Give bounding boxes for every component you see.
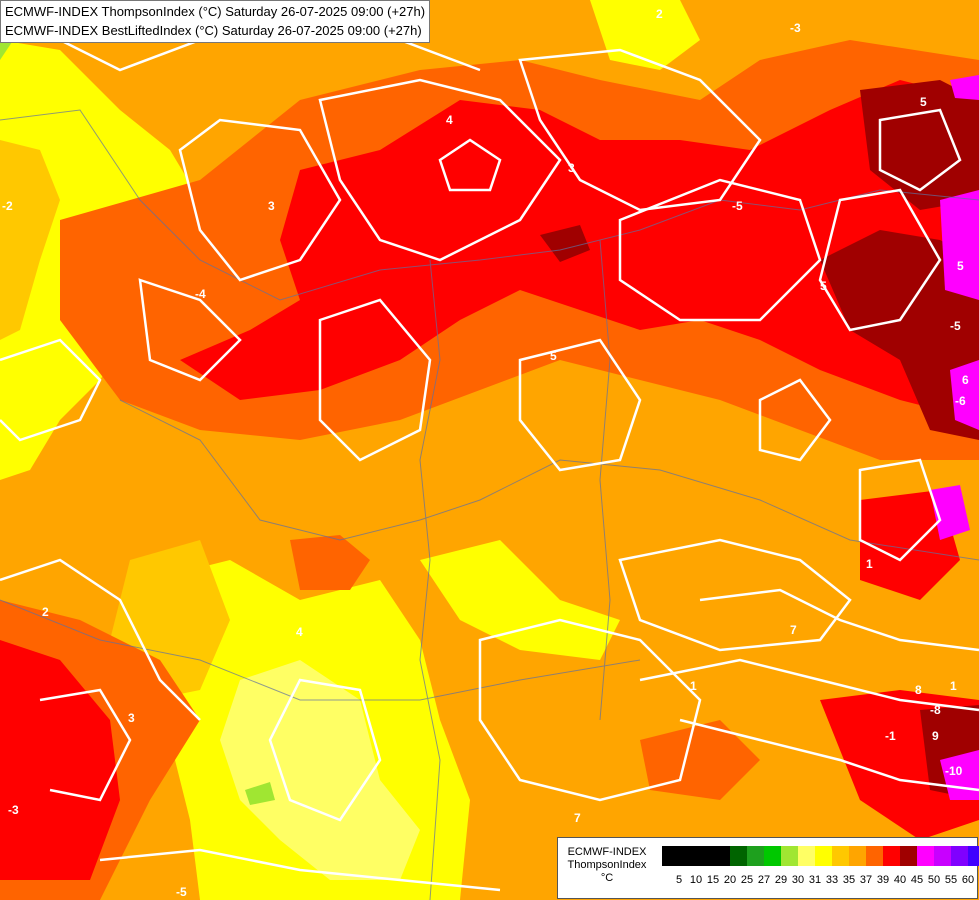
legend-swatch — [815, 846, 832, 866]
contour-label: -10 — [945, 764, 963, 778]
dark-orange-southeast — [640, 720, 760, 800]
contour-label: 3 — [128, 711, 135, 725]
legend-tick-label: 30 — [791, 874, 805, 886]
legend-tick-label: 25 — [740, 874, 754, 886]
contour-label: -4 — [195, 287, 206, 301]
legend-swatch — [696, 846, 713, 866]
legend-swatch — [764, 846, 781, 866]
legend-swatches — [662, 846, 979, 866]
contour-label: -6 — [955, 394, 966, 408]
legend-model: ECMWF-INDEX — [567, 846, 647, 858]
legend-tick-label: 10 — [689, 874, 703, 886]
map-header: ECMWF-INDEX ThompsonIndex (°C) Saturday … — [0, 0, 431, 43]
light-yellow-area — [220, 660, 420, 880]
dark-red-east — [820, 230, 979, 440]
contour-label: 9 — [932, 729, 939, 743]
legend-tick-label: 45 — [910, 874, 924, 886]
legend-tick-label: 60 — [961, 874, 975, 886]
legend-variable: ThompsonIndex — [567, 859, 647, 871]
contour-label: 3 — [568, 161, 575, 175]
contour-label: 1 — [690, 679, 697, 693]
green-south-spot — [245, 782, 275, 805]
contour-label: 5 — [957, 259, 964, 273]
contour-label: 1 — [866, 557, 873, 571]
contour-label: -3 — [8, 803, 19, 817]
contour-label: 4 — [296, 625, 303, 639]
color-legend: ECMWF-INDEX ThompsonIndex °C 5 10 15 20 25 27… — [557, 837, 979, 899]
legend-swatch — [900, 846, 917, 866]
contour-label: 2 — [42, 605, 49, 619]
contour-labels: 2 3 -3 3 4 5 -5 5 -5 5 6 -6 7 8 -8 9 -10… — [2, 7, 969, 899]
magenta-east-3 — [930, 485, 970, 540]
red-east-mid — [860, 490, 960, 600]
legend-swatch — [951, 846, 968, 866]
contour-label: 7 — [574, 811, 581, 825]
contour-label: -3 — [790, 21, 801, 35]
legend-swatch — [713, 846, 730, 866]
contour-label: 3 — [268, 199, 275, 213]
legend-tick-label: 5 — [675, 874, 683, 886]
contour-label: 7 — [790, 623, 797, 637]
legend-swatch — [934, 846, 951, 866]
legend-swatch — [747, 846, 764, 866]
legend-tick-label: 15 — [706, 874, 720, 886]
header-line-thompson: ECMWF-INDEX ThompsonIndex (°C) Saturday … — [5, 4, 426, 19]
legend-swatch — [883, 846, 900, 866]
yellow-center-area — [420, 540, 620, 660]
dark-orange-center — [290, 535, 370, 590]
dark-red-center-spot — [540, 225, 590, 262]
legend-tick-label: 20 — [723, 874, 737, 886]
legend-tick-label: 55 — [944, 874, 958, 886]
legend-swatch — [662, 846, 679, 866]
legend-swatch — [679, 846, 696, 866]
legend-swatch — [849, 846, 866, 866]
contour-label: 1 — [950, 679, 957, 693]
yellow-north-area — [590, 0, 700, 70]
legend-tick-label: 39 — [876, 874, 890, 886]
magenta-east-2 — [950, 360, 979, 430]
legend-swatch — [798, 846, 815, 866]
contour-label: -2 — [2, 199, 13, 213]
magenta-east — [940, 190, 979, 300]
contour-label: 8 — [915, 683, 922, 697]
header-line-bestlifted: ECMWF-INDEX BestLiftedIndex (°C) Saturda… — [5, 23, 422, 38]
contour-label: 4 — [446, 113, 453, 127]
legend-unit: °C — [600, 872, 614, 884]
legend-swatch — [832, 846, 849, 866]
legend-swatch — [730, 846, 747, 866]
contour-label: -5 — [950, 319, 961, 333]
legend-tick-label: 37 — [859, 874, 873, 886]
country-borders — [0, 109, 979, 900]
legend-tick-label: 27 — [757, 874, 771, 886]
contour-label: 5 — [920, 95, 927, 109]
legend-tick-label: 40 — [893, 874, 907, 886]
legend-swatch — [866, 846, 883, 866]
legend-swatch — [917, 846, 934, 866]
contour-label: 5 — [550, 349, 557, 363]
legend-tick-label: 35 — [842, 874, 856, 886]
red-southwest — [0, 640, 120, 880]
legend-tick-label: 33 — [825, 874, 839, 886]
gold-west-area — [0, 140, 60, 340]
contour-label: 2 — [656, 7, 663, 21]
contour-label: -1 — [885, 729, 896, 743]
legend-title: ECMWF-INDEX ThompsonIndex °C — [558, 846, 656, 885]
legend-tick-label: 50 — [927, 874, 941, 886]
legend-swatch — [968, 846, 979, 866]
contour-label: 5 — [820, 279, 827, 293]
contour-label: -5 — [176, 885, 187, 899]
contour-label: -5 — [732, 199, 743, 213]
legend-tick-label: 29 — [774, 874, 788, 886]
contour-label: -8 — [930, 703, 941, 717]
legend-swatch — [781, 846, 798, 866]
dark-red-northeast — [860, 80, 979, 210]
magenta-northeast — [950, 75, 979, 100]
legend-tick-label: 31 — [808, 874, 822, 886]
contour-label: 6 — [962, 373, 969, 387]
